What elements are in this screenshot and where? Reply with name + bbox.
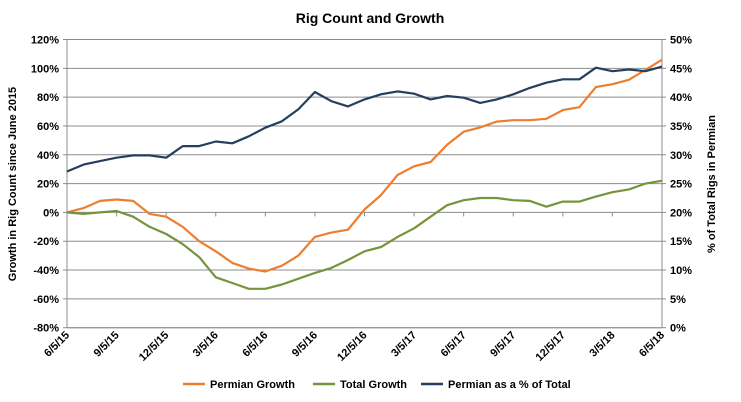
y-tick-label: -80% <box>33 323 59 335</box>
x-tick-label: 3/5/18 <box>587 329 617 359</box>
x-tick-label: 3/5/16 <box>191 329 221 359</box>
y-tick-label: -40% <box>33 265 59 277</box>
x-tick-label: 9/5/17 <box>488 329 518 359</box>
x-tick-label: 9/5/15 <box>92 329 122 359</box>
x-tick-label: 9/5/16 <box>290 329 320 359</box>
y2-tick-label: 25% <box>670 179 692 191</box>
x-tick-label: 3/5/17 <box>389 329 419 359</box>
legend-label: Permian as a % of Total <box>448 379 571 391</box>
gridlines <box>67 39 662 329</box>
y-tick-label: 80% <box>37 92 59 104</box>
series-line-2 <box>66 65 663 173</box>
legend-label: Permian Growth <box>210 379 295 391</box>
chart-title: Rig Count and Growth <box>296 10 445 26</box>
y-tick-label: 100% <box>31 63 59 75</box>
series-lines <box>66 58 663 290</box>
y2-tick-label: 0% <box>670 323 686 335</box>
y2-tick-label: 15% <box>670 236 692 248</box>
y2-axis-label: % of Total Rigs in Permian <box>706 115 718 253</box>
x-tick-label: 6/5/17 <box>439 329 469 359</box>
x-tick-label: 6/5/16 <box>240 329 270 359</box>
y-tick-label: 20% <box>37 179 59 191</box>
x-tick-label: 12/5/17 <box>534 329 568 363</box>
x-tick-label: 6/5/18 <box>637 329 667 359</box>
y-tick-label: 40% <box>37 150 59 162</box>
y-tick-label: -20% <box>33 236 59 248</box>
y-tick-label: -60% <box>33 294 59 306</box>
y-tick-label: 120% <box>31 35 59 47</box>
y-tick-label: 0% <box>43 207 59 219</box>
x-tick-label: 12/5/16 <box>335 329 369 363</box>
y2-tick-label: 45% <box>670 63 692 75</box>
y2-tick-label: 5% <box>670 294 686 306</box>
y2-tick-label: 20% <box>670 207 692 219</box>
y2-tick-label: 50% <box>670 35 692 47</box>
series-line-1 <box>66 179 663 290</box>
x-tick-label: 12/5/15 <box>137 329 171 363</box>
legend-label: Total Growth <box>340 379 407 391</box>
y2-tick-label: 30% <box>670 150 692 162</box>
axes: -80% -60% -40% -20% 0% 20% 40% 60% 80% 100% 120% 0%… <box>31 35 692 364</box>
y-tick-label: 60% <box>37 121 59 133</box>
y2-tick-label: 40% <box>670 92 692 104</box>
y2-tick-label: 10% <box>670 265 692 277</box>
y2-tick-label: 35% <box>670 121 692 133</box>
legend: Permian Growth Total Growth Permian as a %… <box>183 379 571 391</box>
y-axis-label: Growth in Rig Count since June 2015 <box>7 87 19 281</box>
series-line-0 <box>66 58 663 273</box>
